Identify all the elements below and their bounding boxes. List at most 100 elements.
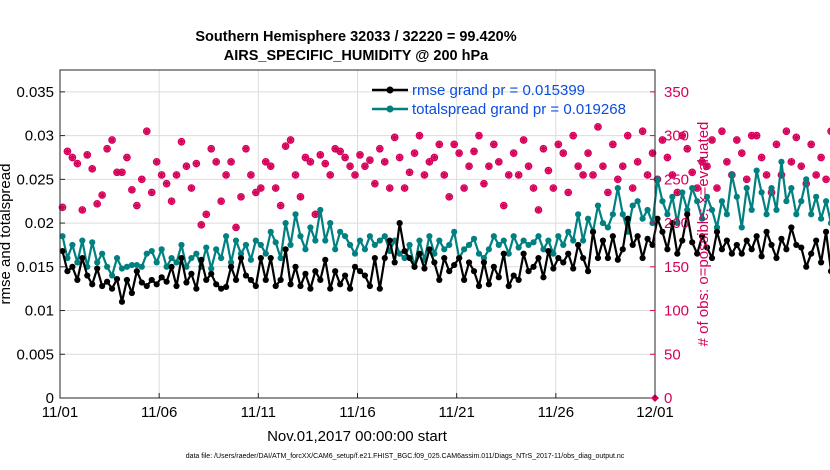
rmse-point xyxy=(138,279,145,286)
totalspread-point xyxy=(193,250,200,257)
totalspread-point xyxy=(699,215,706,222)
rmse-point xyxy=(624,215,631,222)
obs-evaluated-point xyxy=(475,132,483,139)
totalspread-point xyxy=(94,259,101,266)
obs-evaluated-point xyxy=(584,149,592,157)
totalspread-point xyxy=(808,211,815,218)
totalspread-point xyxy=(679,189,686,196)
totalspread-point xyxy=(208,265,215,272)
totalspread-point xyxy=(495,241,502,249)
rmse-point xyxy=(104,278,111,285)
rmse-point xyxy=(376,285,383,292)
obs-evaluated-point xyxy=(450,141,458,148)
chart-subtitle: AIRS_SPECIFIC_HUMIDITY @ 200 hPa xyxy=(224,48,489,64)
rmse-point xyxy=(599,237,607,244)
obs-evaluated-point xyxy=(421,171,428,179)
totalspread-point xyxy=(708,206,716,214)
totalspread-point xyxy=(827,220,830,226)
obs-evaluated-point xyxy=(738,149,745,157)
rmse-point xyxy=(545,247,552,255)
rmse-point xyxy=(351,263,359,270)
rmse-point xyxy=(346,285,354,292)
rmse-point xyxy=(793,241,800,249)
rmse-point xyxy=(401,247,408,255)
rmse-point xyxy=(584,268,592,275)
totalspread-point xyxy=(510,233,517,240)
rmse-point xyxy=(94,265,101,272)
obs-evaluated-point xyxy=(778,171,785,179)
rmse-point xyxy=(669,219,676,227)
totalspread-point xyxy=(674,219,681,227)
rmse-point xyxy=(703,244,711,251)
obs-evaluated-point xyxy=(485,163,493,170)
obs-evaluated-point xyxy=(550,184,557,192)
data-file-footnote: data file: /Users/raeder/DAI/ATM_forcXX/… xyxy=(186,453,625,460)
obs-evaluated-point xyxy=(356,151,364,159)
rmse-point xyxy=(421,265,428,272)
obs-evaluated-point xyxy=(446,193,453,201)
totalspread-point xyxy=(560,241,567,249)
obs-evaluated-point xyxy=(723,158,731,166)
rmse-point xyxy=(84,272,91,279)
obs-evaluated-point xyxy=(376,145,384,152)
rmse-point xyxy=(128,289,135,297)
rmse-point xyxy=(748,246,755,253)
totalspread-point xyxy=(540,246,547,253)
legend-spread-marker xyxy=(386,105,394,113)
rmse-point xyxy=(267,254,274,262)
obs-evaluated-point xyxy=(817,154,825,161)
x-tick-label: 11/06 xyxy=(141,404,177,421)
rmse-point xyxy=(520,250,527,257)
obs-evaluated-point xyxy=(128,186,136,194)
rmse-point xyxy=(822,228,830,235)
obs-evaluated-point xyxy=(138,176,146,183)
totalspread-point xyxy=(485,246,492,253)
rmse-point xyxy=(768,241,775,249)
obs-evaluated-point xyxy=(401,184,408,192)
rmse-point xyxy=(723,237,730,244)
rmse-point xyxy=(813,237,820,244)
totalspread-point xyxy=(242,241,250,249)
totalspread-point xyxy=(604,224,611,231)
obs-evaluated-point xyxy=(89,165,96,173)
rmse-point xyxy=(242,272,250,279)
totalspread-point xyxy=(609,211,616,218)
obs-evaluated-point xyxy=(798,163,805,170)
obs-evaluated-point xyxy=(441,171,448,179)
totalspread-point xyxy=(351,250,359,257)
rmse-point xyxy=(684,211,691,218)
totalspread-point xyxy=(505,250,512,257)
rmse-point xyxy=(307,285,314,292)
obs-evaluated-point xyxy=(217,198,225,205)
rmse-point xyxy=(163,278,170,285)
rmse-point xyxy=(788,224,795,231)
rmse-point xyxy=(361,272,369,279)
totalspread-point xyxy=(654,176,661,183)
obs-evaluated-point xyxy=(545,167,552,174)
obs-evaluated-point xyxy=(297,193,304,201)
obs-evaluated-point xyxy=(579,171,587,179)
rmse-point xyxy=(510,272,517,279)
rmse-point xyxy=(485,281,492,288)
rmse-point xyxy=(282,246,289,253)
rmse-point xyxy=(183,279,190,286)
totalspread-point xyxy=(267,228,274,235)
obs-evaluated-point xyxy=(203,211,210,218)
rmse-point xyxy=(69,263,76,270)
rmse-point xyxy=(436,276,443,284)
totalspread-point xyxy=(302,246,309,253)
totalspread-point xyxy=(515,244,522,251)
y2-tick-label: 200 xyxy=(664,215,689,232)
rmse-point xyxy=(639,254,646,262)
totalspread-point xyxy=(227,259,235,266)
obs-evaluated-point xyxy=(773,141,780,148)
obs-evaluated-point xyxy=(822,176,830,183)
obs-evaluated-point xyxy=(674,189,681,196)
obs-evaluated-point xyxy=(307,158,314,166)
rmse-point xyxy=(356,268,364,275)
totalspread-point xyxy=(580,237,587,244)
rmse-point xyxy=(74,276,81,284)
totalspread-line xyxy=(61,160,830,277)
rmse-point xyxy=(262,276,269,284)
